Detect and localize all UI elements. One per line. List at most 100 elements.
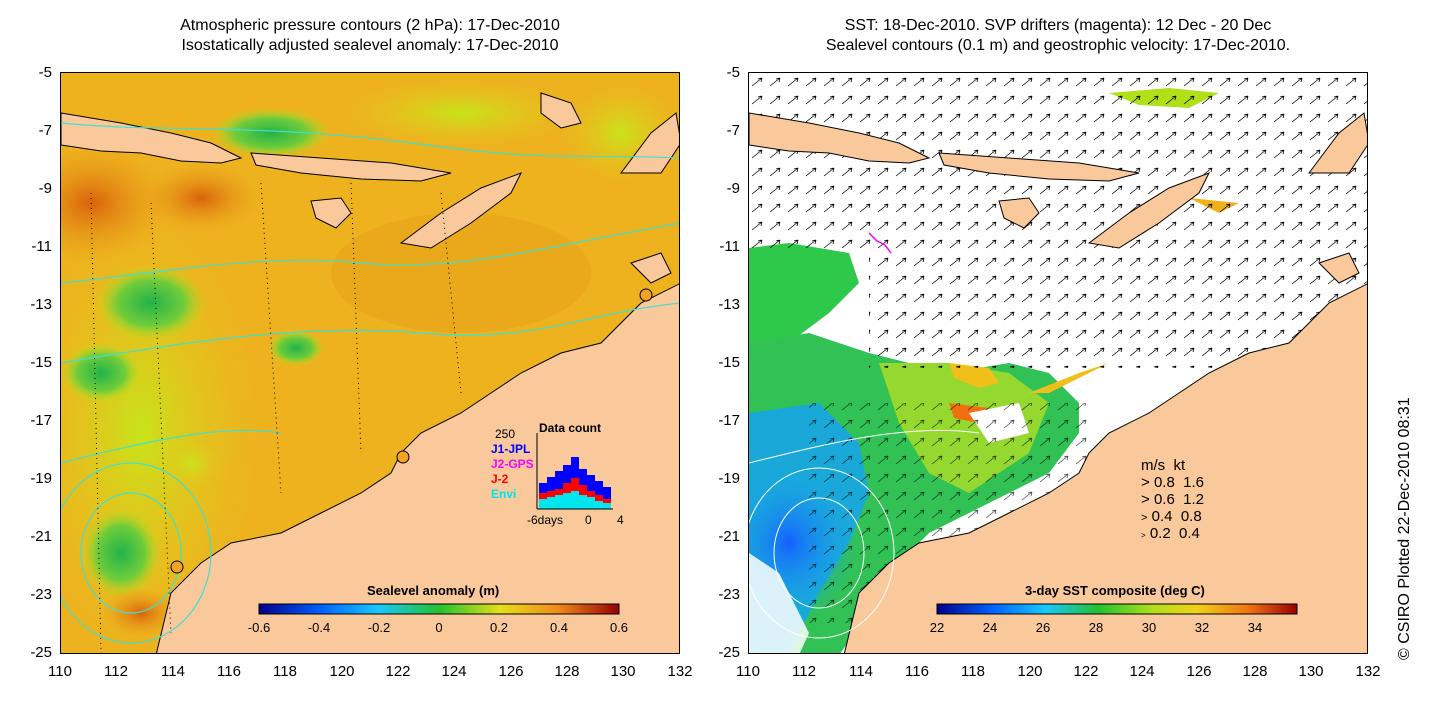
velocity-ms: 0.2 (1149, 525, 1171, 542)
velocity-unit-kt: kt (1173, 457, 1186, 474)
sla-tick: -0.6 (247, 620, 271, 635)
velocity-arrow-icon: > (1141, 512, 1148, 524)
lon-tick-label: 128 (1242, 663, 1268, 680)
lat-tick-label: -19 (718, 470, 740, 487)
lon-tick-label: 128 (554, 663, 580, 680)
lat-tick-label: -15 (718, 354, 740, 371)
lon-tick-label: 112 (104, 663, 128, 680)
lat-tick-label: -17 (30, 412, 52, 429)
lon-tick-label: 120 (329, 663, 355, 680)
lat-tick-label: -21 (30, 528, 52, 545)
velocity-arrow-icon: > (1141, 531, 1146, 540)
sst-tick: 30 (1141, 620, 1157, 635)
right-title-line2: Sealevel contours (0.1 m) and geostrophi… (825, 37, 1291, 54)
lon-tick-label: 124 (1129, 663, 1155, 680)
lat-tick-label: -7 (38, 122, 52, 139)
lat-tick-label: -9 (726, 180, 740, 197)
lon-tick-label: 114 (849, 663, 873, 680)
lat-tick-label: -11 (719, 238, 740, 255)
lon-tick-label: 110 (48, 663, 72, 680)
lat-tick-label: -23 (718, 586, 740, 603)
velocity-kt: 0.4 (1179, 525, 1200, 542)
legend-series-3: J-2 (491, 472, 509, 486)
data-count-x-end: 4 (617, 513, 624, 527)
left-title-line2: Isostatically adjusted sealevel anomaly:… (181, 37, 559, 54)
lon-tick-label: 114 (161, 663, 185, 680)
velocity-legend-row: > 0.8 1.6 (1141, 474, 1204, 491)
lon-tick-label: 116 (905, 663, 929, 680)
sla-tick: 0 (435, 620, 443, 635)
sst-canvas (749, 73, 1367, 653)
sst-colorbar-title: 3-day SST composite (deg C) (1025, 583, 1205, 598)
data-count-bars (536, 433, 613, 510)
lat-tick-label: -13 (30, 296, 52, 313)
lon-tick-label: 112 (792, 663, 816, 680)
sst-tick: 24 (982, 620, 998, 635)
velocity-legend-header: m/s kt (1141, 457, 1185, 474)
sla-tick: 0.6 (609, 620, 629, 635)
velocity-ms: 0.6 (1153, 491, 1175, 508)
lon-tick-label: 126 (498, 663, 524, 680)
velocity-unit-ms: m/s (1141, 457, 1166, 474)
lat-tick-label: -5 (726, 64, 740, 81)
sla-tick: -0.4 (307, 620, 331, 635)
lat-tick-label: -25 (718, 644, 740, 661)
velocity-arrow-icon: > (1141, 474, 1150, 491)
left-title-line1: Atmospheric pressure contours (2 hPa): 1… (180, 17, 560, 34)
lon-tick-label: 130 (610, 663, 636, 680)
velocity-legend-row: > 0.6 1.2 (1141, 491, 1204, 508)
lon-tick-label: 122 (1073, 663, 1099, 680)
sst-tick: 28 (1088, 620, 1104, 635)
data-count-x-zero: 0 (585, 513, 592, 527)
data-count-ymax: 250 (495, 427, 516, 441)
copyright-credit: © CSIRO Plotted 22-Dec-2010 08:31 (1396, 397, 1413, 660)
velocity-legend-row: > 0.4 0.8 (1141, 508, 1202, 525)
lat-tick-label: -5 (38, 64, 52, 81)
velocity-arrow-icon: > (1141, 491, 1150, 508)
right-panel-title: SST: 18-Dec-2010. SVP drifters (magenta)… (748, 16, 1368, 56)
sla-tick: -0.2 (367, 620, 391, 635)
lat-tick-label: -7 (726, 122, 740, 139)
sla-tick: 0.2 (489, 620, 509, 635)
sealevel-colorbar-title: Sealevel anomaly (m) (367, 583, 500, 598)
lon-tick-label: 116 (217, 663, 241, 680)
velocity-legend-row: > 0.2 0.4 (1141, 525, 1200, 542)
lat-tick-label: -19 (30, 470, 52, 487)
lat-tick-label: -23 (30, 586, 52, 603)
sealevel-anomaly-map: Data count 250 J1-JPL J2-GPS J-2 Envi -6… (60, 72, 680, 654)
velocity-ms: 0.8 (1153, 474, 1175, 491)
sst-tick: 26 (1035, 620, 1051, 635)
sealevel-anomaly-canvas (61, 73, 679, 653)
legend-series-1: J1-JPL (491, 442, 531, 456)
sst-tick: 34 (1247, 620, 1263, 635)
lat-tick-label: -15 (30, 354, 52, 371)
sst-colorbar (936, 603, 1298, 615)
lon-tick-label: 126 (1186, 663, 1212, 680)
lon-tick-label: 132 (1355, 663, 1381, 680)
legend-series-4: Envi (491, 487, 517, 501)
lon-tick-label: 122 (385, 663, 411, 680)
lat-tick-label: -9 (38, 180, 52, 197)
velocity-kt: 1.6 (1183, 474, 1204, 491)
lat-tick-label: -13 (718, 296, 740, 313)
lat-tick-label: -11 (31, 238, 52, 255)
lon-tick-label: 118 (961, 663, 985, 680)
lon-tick-label: 118 (273, 663, 297, 680)
velocity-kt: 0.8 (1180, 508, 1202, 525)
right-title-line1: SST: 18-Dec-2010. SVP drifters (magenta)… (844, 17, 1272, 34)
svp-drifter-track (868, 232, 892, 254)
lon-tick-label: 130 (1298, 663, 1324, 680)
sst-map: m/s kt > 0.8 1.6 > 0.6 1.2 > 0.4 0.8 > 0… (748, 72, 1368, 654)
lat-tick-label: -17 (718, 412, 740, 429)
lat-tick-label: -25 (30, 644, 52, 661)
sealevel-colorbar (258, 603, 620, 615)
legend-series-2: J2-GPS (491, 457, 534, 471)
lon-tick-label: 132 (667, 663, 693, 680)
lon-tick-label: 110 (736, 663, 760, 680)
sst-tick: 22 (929, 620, 945, 635)
left-panel-title: Atmospheric pressure contours (2 hPa): 1… (60, 16, 680, 56)
velocity-ms: 0.4 (1151, 508, 1173, 525)
sla-tick: 0.4 (549, 620, 569, 635)
velocity-kt: 1.2 (1183, 491, 1204, 508)
lon-tick-label: 124 (441, 663, 467, 680)
